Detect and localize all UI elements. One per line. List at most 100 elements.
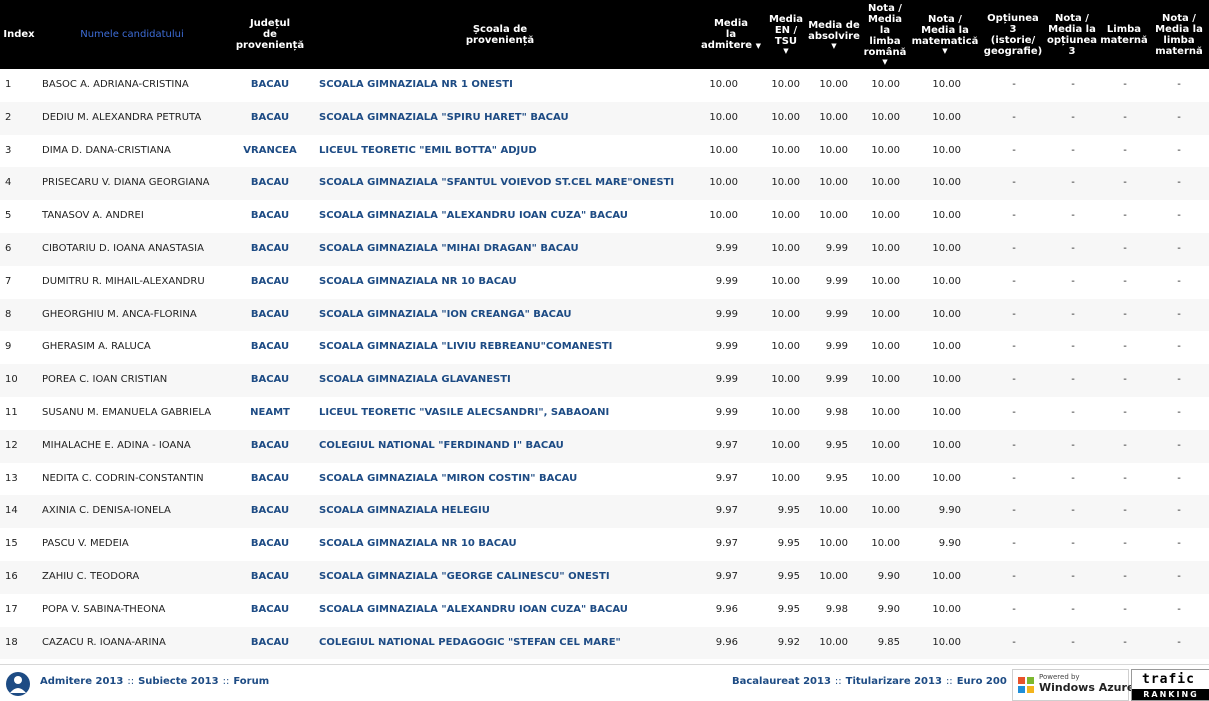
optiune-cell: -	[1012, 603, 1016, 615]
col-limba-nota-label-4: maternă	[1155, 45, 1203, 57]
limba-cell: -	[1123, 374, 1127, 386]
optiune-nota-cell: -	[1071, 275, 1075, 287]
table-row[interactable]: 5 TANASOV A. ANDREI BACAU SCOALA GIMNAZIALA…	[0, 200, 1209, 233]
limba-nota-cell: -	[1177, 111, 1181, 123]
euro-link[interactable]: Euro 200	[956, 676, 1007, 687]
subiecte-link[interactable]: Subiecte 2013	[138, 676, 219, 687]
col-mate-header[interactable]: Nota / Media la matematică ▼	[910, 0, 980, 69]
mate-cell: 10.00	[932, 374, 961, 386]
limba-cell: -	[1123, 472, 1127, 484]
row-index: 4	[5, 177, 12, 189]
optiune-nota-cell: -	[1071, 242, 1075, 254]
school-cell: SCOALA GIMNAZIALA "GEORGE CALINESCU" ONE…	[319, 570, 610, 582]
col-school-header[interactable]: Școala de proveniență	[440, 0, 560, 69]
row-index: 11	[5, 406, 18, 418]
school-cell: LICEUL TEORETIC "VASILE ALECSANDRI", SAB…	[319, 406, 610, 418]
col-index-header[interactable]: Index	[0, 0, 38, 69]
sort-arrow-icon[interactable]: ▼	[882, 58, 888, 66]
sort-arrow-icon[interactable]: ▼	[831, 41, 837, 50]
table-row[interactable]: 18 CAZACU R. IOANA-ARINA BACAU COLEGIUL NAT…	[0, 626, 1209, 660]
col-limba-nota-header[interactable]: Nota / Media la limba maternă	[1150, 0, 1208, 69]
titularizare-link[interactable]: Titularizare 2013	[845, 676, 942, 687]
table-row[interactable]: 1 BASOC A. ADRIANA-CRISTINA BACAU SCOALA GI…	[0, 69, 1209, 102]
bacalaureat-link[interactable]: Bacalaureat 2013	[732, 676, 831, 687]
media-en-cell: 10.00	[771, 341, 800, 353]
trafic-label: trafic	[1142, 672, 1195, 687]
optiune-cell: -	[1012, 374, 1016, 386]
col-romana-header[interactable]: Nota / Media la limba română ▼	[862, 0, 908, 69]
limba-nota-cell: -	[1177, 505, 1181, 517]
media-en-cell: 10.00	[771, 374, 800, 386]
row-index: 15	[5, 538, 18, 550]
table-row[interactable]: 2 DEDIU M. ALEXANDRA PETRUTA BACAU SCOALA G…	[0, 101, 1209, 135]
table-row[interactable]: 4 PRISECARU V. DIANA GEORGIANA BACAU SCOALA…	[0, 167, 1209, 201]
col-media-en-header[interactable]: Media EN / TSU ▼	[766, 0, 806, 69]
table-row[interactable]: 13 NEDITA C. CODRIN-CONSTANTIN BACAU SCOALA…	[0, 463, 1209, 496]
table-row[interactable]: 7 DUMITRU R. MIHAIL-ALEXANDRU BACAU SCOALA …	[0, 266, 1209, 299]
table-row[interactable]: 10 POREA C. IOAN CRISTIAN BACAU SCOALA GIMN…	[0, 364, 1209, 397]
candidate-name: GHERASIM A. RALUCA	[42, 341, 151, 353]
col-media-admitere-label-2: la admitere	[701, 28, 753, 51]
media-admitere-cell: 9.99	[715, 341, 738, 353]
optiune-nota-cell: -	[1071, 570, 1075, 582]
col-limba-header[interactable]: Limba maternă	[1100, 0, 1148, 69]
trafic-ranking-badge[interactable]: trafic RANKING	[1131, 669, 1209, 701]
limba-cell: -	[1123, 636, 1127, 648]
col-media-abs-header[interactable]: Media de absolvire ▼	[808, 0, 860, 69]
col-limba-label-2: maternă	[1100, 34, 1148, 46]
sort-arrow-icon[interactable]: ▼	[783, 47, 789, 55]
forum-link[interactable]: Forum	[233, 676, 270, 687]
limba-nota-cell: -	[1177, 439, 1181, 451]
media-abs-cell: 10.00	[819, 570, 848, 582]
mate-cell: 10.00	[932, 242, 961, 254]
optiune-cell: -	[1012, 144, 1016, 156]
limba-nota-cell: -	[1177, 374, 1181, 386]
admitere-link[interactable]: Admitere 2013	[40, 676, 124, 687]
limba-nota-cell: -	[1177, 636, 1181, 648]
optiune-cell: -	[1012, 79, 1016, 90]
col-optiune-nota-label-2: Media la	[1048, 23, 1096, 35]
col-county-label-2: de proveniență	[235, 29, 305, 51]
sort-arrow-icon[interactable]: ▼	[755, 41, 761, 50]
school-cell: SCOALA GIMNAZIALA "MIRON COSTIN" BACAU	[319, 472, 578, 484]
table-row[interactable]: 12 MIHALACHE E. ADINA - IOANA BACAU COLEGIU…	[0, 429, 1209, 463]
col-media-abs-label-1: Media de	[808, 19, 860, 31]
romana-cell: 10.00	[871, 79, 900, 90]
row-index: 7	[5, 275, 12, 287]
windows-azure-badge[interactable]: Powered by Windows Azure	[1012, 669, 1134, 701]
table-row[interactable]: 14 AXINIA C. DENISA-IONELA BACAU SCOALA GIM…	[0, 495, 1209, 529]
table-row[interactable]: 15 PASCU V. MEDEIA BACAU SCOALA GIMNAZIALA …	[0, 528, 1209, 561]
col-name-label[interactable]: Numele candidatului	[80, 29, 184, 40]
media-admitere-cell: 9.99	[715, 242, 738, 254]
limba-cell: -	[1123, 275, 1127, 287]
table-row[interactable]: 3 DIMA D. DANA-CRISTIANA VRANCEA LICEUL TEO…	[0, 135, 1209, 168]
col-county-header[interactable]: Județul de proveniență	[230, 0, 310, 69]
table-row[interactable]: 17 POPA V. SABINA-THEONA BACAU SCOALA GIMNA…	[0, 594, 1209, 627]
col-optiune-header[interactable]: Opțiunea 3 (istorie/geografie)	[982, 0, 1044, 69]
site-logo-icon[interactable]	[5, 671, 31, 697]
candidate-name: DUMITRU R. MIHAIL-ALEXANDRU	[42, 275, 205, 287]
media-abs-cell: 9.98	[825, 603, 848, 615]
candidate-name: MIHALACHE E. ADINA - IOANA	[42, 439, 191, 451]
sort-arrow-icon[interactable]: ▼	[942, 47, 948, 55]
romana-cell: 10.00	[871, 275, 900, 287]
table-row[interactable]: 16 ZAHIU C. TEODORA BACAU SCOALA GIMNAZIALA…	[0, 560, 1209, 594]
table-row[interactable]: 6 CIBOTARIU D. IOANA ANASTASIA BACAU SCOALA…	[0, 232, 1209, 266]
optiune-nota-cell: -	[1071, 210, 1075, 222]
row-index: 17	[5, 603, 18, 615]
media-admitere-cell: 9.97	[715, 472, 738, 484]
col-name-header[interactable]: Numele candidatului	[62, 0, 202, 69]
limba-nota-cell: -	[1177, 472, 1181, 484]
county-cell: BACAU	[250, 538, 290, 550]
romana-cell: 10.00	[871, 177, 900, 189]
col-media-admitere-header[interactable]: Media la admitere ▼	[700, 0, 762, 69]
footer-separator: ::	[945, 676, 953, 687]
table-row[interactable]: 11 SUSANU M. EMANUELA GABRIELA NEAMT LICEUL…	[0, 397, 1209, 430]
media-admitere-cell: 9.99	[715, 406, 738, 418]
table-row[interactable]: 8 GHEORGHIU M. ANCA-FLORINA BACAU SCOALA GI…	[0, 298, 1209, 332]
candidate-name: POREA C. IOAN CRISTIAN	[42, 374, 168, 386]
col-optiune-nota-header[interactable]: Nota / Media la opțiunea 3	[1046, 0, 1098, 69]
mate-cell: 10.00	[932, 111, 961, 123]
col-optiune-label-4: geografie)	[983, 45, 1043, 57]
table-row[interactable]: 9 GHERASIM A. RALUCA BACAU SCOALA GIMNAZIAL…	[0, 331, 1209, 364]
